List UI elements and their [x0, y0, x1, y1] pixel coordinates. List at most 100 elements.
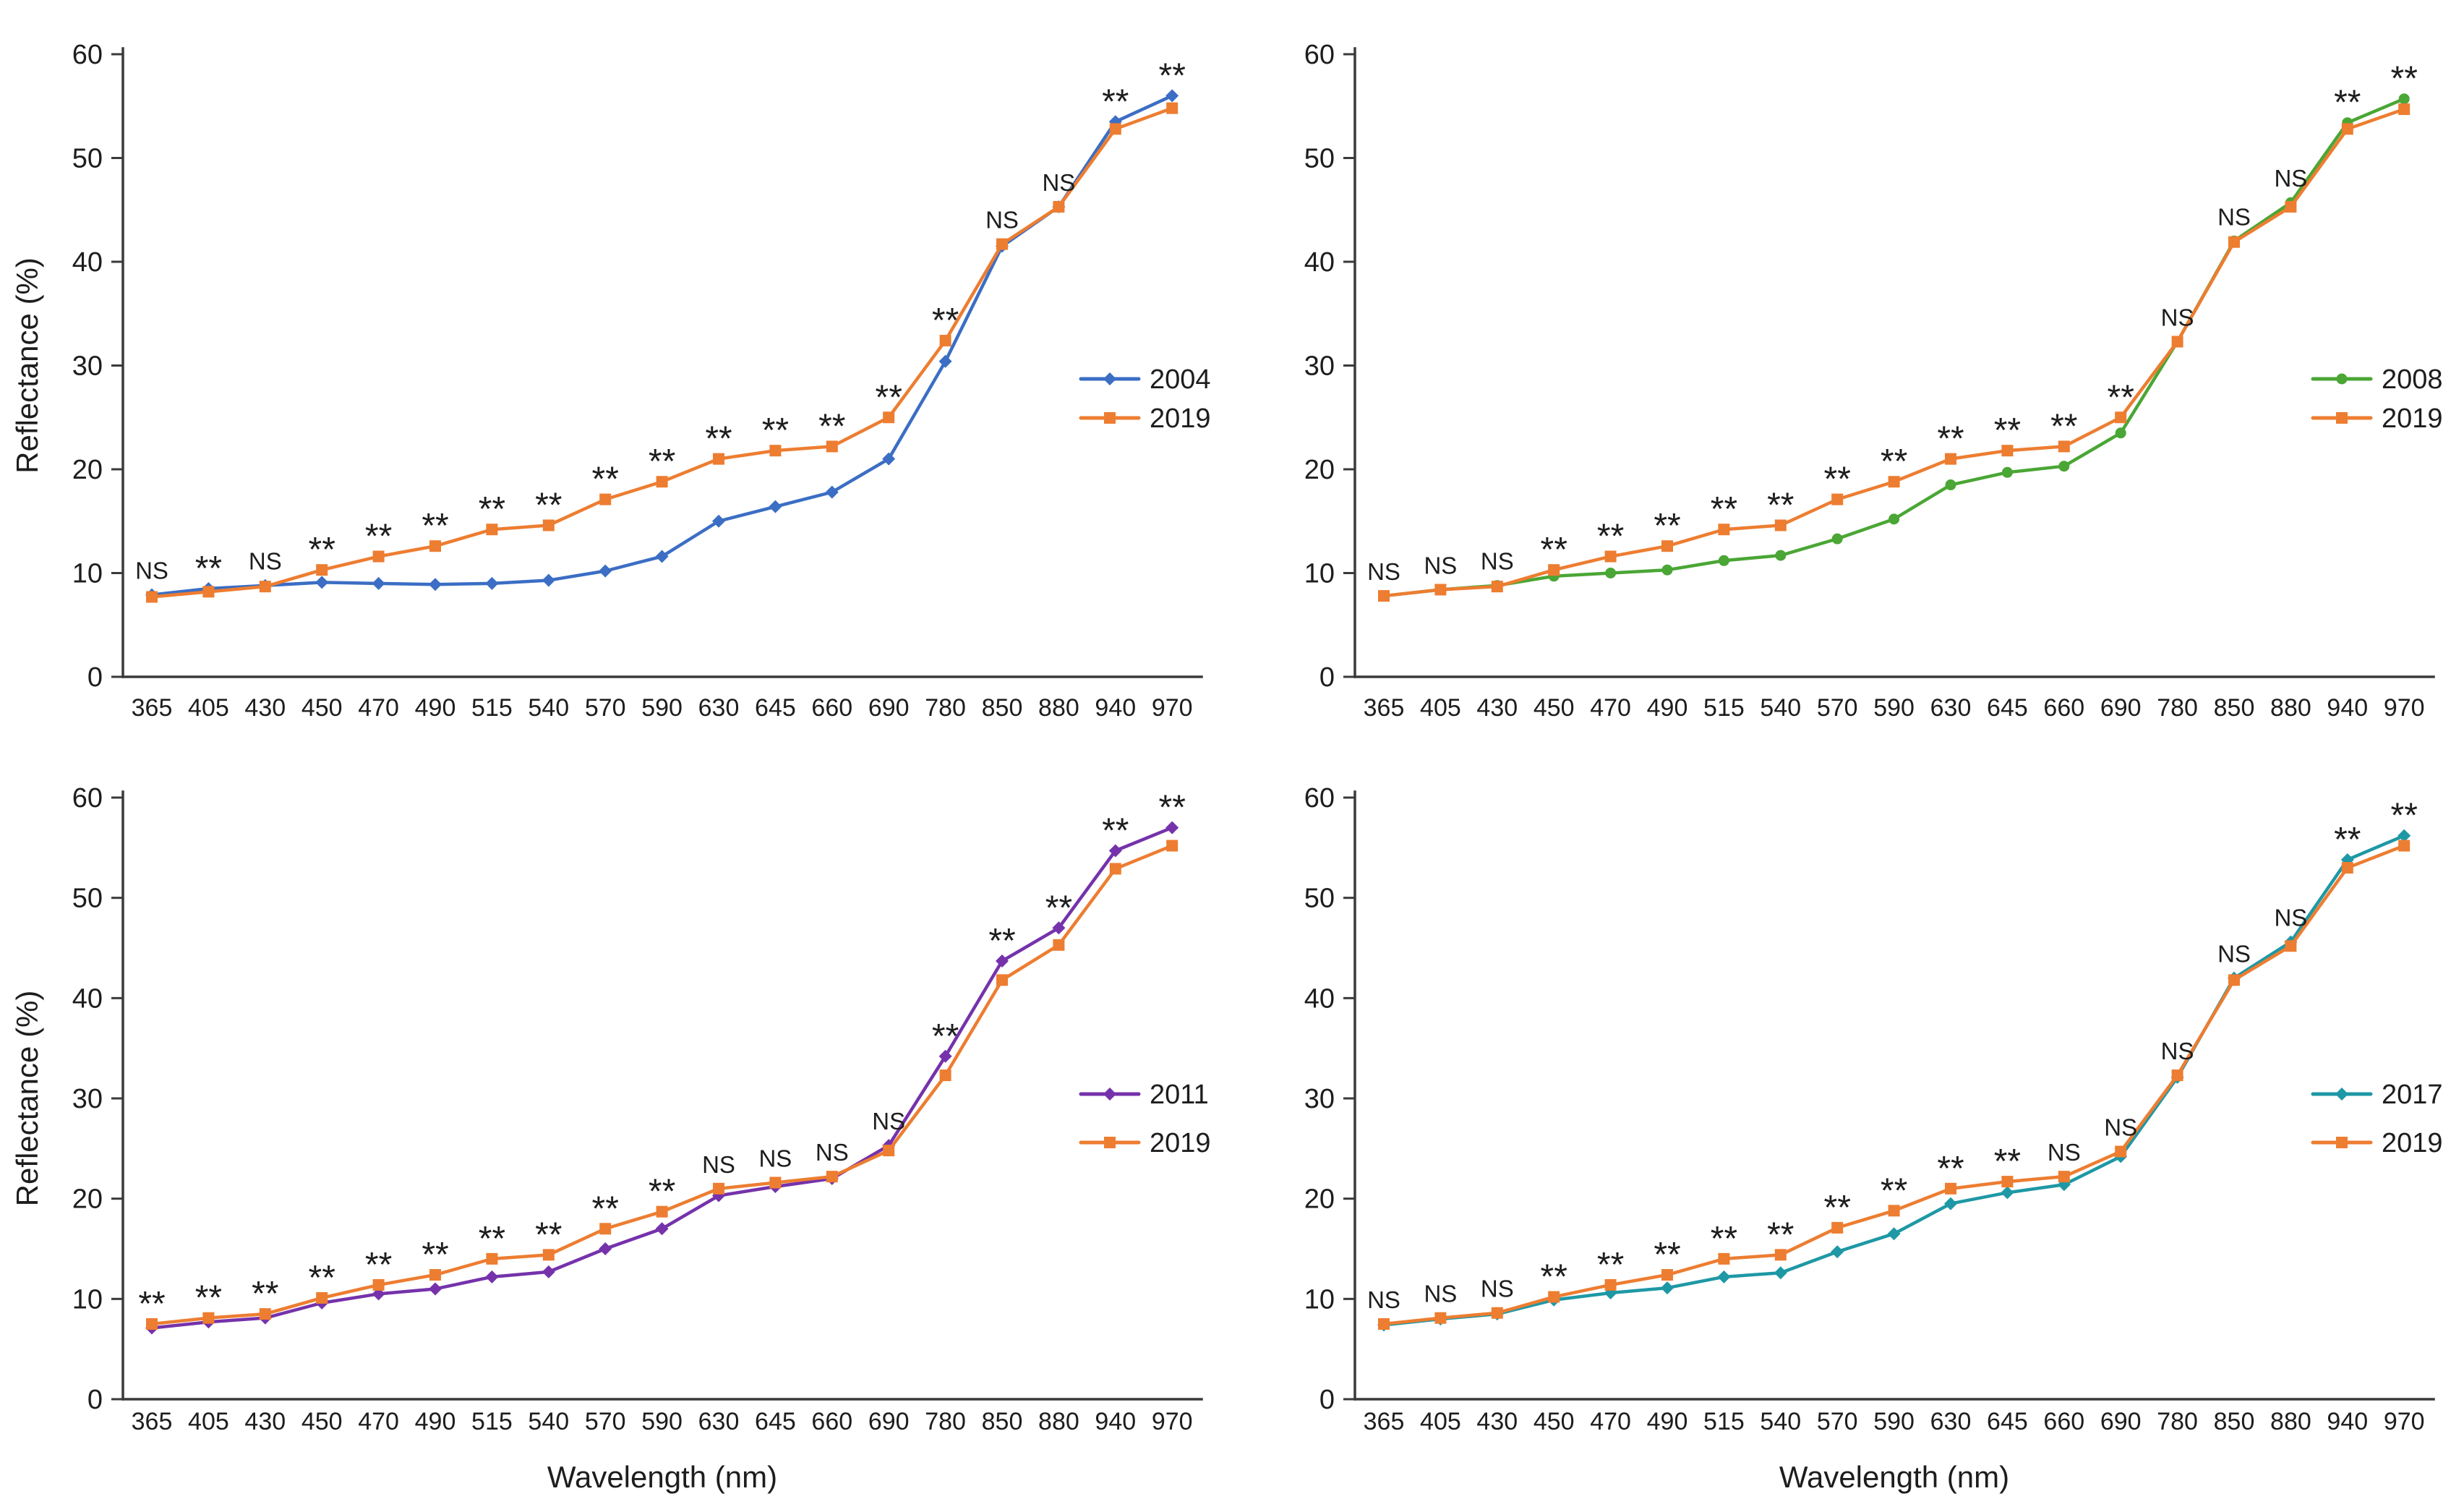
x-tick-label: 690	[2100, 1408, 2142, 1435]
significance-label: **	[2334, 821, 2361, 859]
data-point-2004	[315, 576, 329, 589]
significance-label: NS	[2104, 1114, 2137, 1140]
significance-label: **	[592, 1189, 619, 1228]
legend-item-2011: 2011	[1079, 1080, 1209, 1110]
significance-label: **	[195, 1279, 222, 1317]
x-tick-label: 590	[1873, 1408, 1915, 1435]
data-point-2008	[2115, 427, 2126, 439]
significance-label: **	[1994, 1142, 2021, 1181]
significance-label: **	[1824, 1189, 1851, 1227]
panel-bottom-right: 0 10 20 30 40 50 60 365 405 430 450 470 490 515 540 570…	[1304, 783, 2443, 1494]
y-tick-label: 30	[1304, 1084, 1335, 1114]
y-tick-label: 0	[1319, 662, 1335, 693]
significance-label: **	[2391, 797, 2418, 835]
x-tick-label: 850	[982, 694, 1023, 722]
data-point-2019	[2285, 940, 2297, 952]
data-point-2019	[146, 1318, 158, 1330]
y-tick-label: 50	[1304, 884, 1335, 914]
data-point-2019	[316, 564, 328, 576]
x-tick-label: 405	[188, 694, 229, 722]
data-point-2019	[826, 440, 838, 453]
data-point-2019	[1945, 1182, 1956, 1195]
significance-label: **	[1541, 531, 1567, 569]
data-point-2008	[1945, 479, 1956, 491]
data-point-2019	[146, 591, 158, 603]
axes	[121, 47, 1203, 678]
y-tick-label: 50	[1304, 144, 1335, 174]
y-tick-label: 30	[1304, 351, 1335, 382]
data-point-2004	[485, 576, 499, 590]
data-point-2017	[2397, 829, 2411, 842]
significance-label: NS	[2274, 165, 2307, 192]
data-point-2019	[1718, 524, 1730, 536]
significance-label: **	[479, 1220, 505, 1258]
significance-label: NS	[1367, 558, 1400, 585]
legend-marker-2019	[2336, 1137, 2348, 1148]
y-tick-label: 10	[72, 1284, 103, 1315]
significance-label: **	[195, 550, 222, 588]
data-point-2019	[2285, 200, 2297, 213]
data-point-2011	[996, 954, 1009, 968]
data-point-2011	[938, 1049, 952, 1063]
series-line-2004	[150, 94, 1174, 597]
data-point-2019	[2058, 440, 2070, 453]
data-point-2019	[826, 1171, 838, 1183]
x-tick-label: 970	[2384, 694, 2425, 722]
x-axis-labels: 365 405 430 450 470 490 515 540 570 590 630 645 660 6…	[1364, 694, 2425, 722]
x-tick-label: 880	[2270, 694, 2311, 722]
data-point-2008	[2001, 466, 2013, 478]
significance-label: NS	[1424, 1281, 1457, 1307]
significance-label: NS	[249, 548, 282, 575]
y-axis-title: Reflectance (%)	[10, 257, 44, 474]
x-tick-label: 690	[2100, 694, 2142, 722]
x-tick-label: 630	[698, 694, 740, 722]
y-tick-label: 20	[1304, 455, 1335, 485]
x-tick-label: 970	[1152, 694, 1193, 722]
significance-label: **	[705, 420, 732, 458]
x-tick-label: 880	[1038, 694, 1079, 722]
x-axis-title: Wavelength (nm)	[547, 1460, 777, 1494]
x-tick-label: 970	[2384, 1408, 2425, 1435]
x-tick-label: 570	[1817, 1408, 1858, 1435]
data-point-2019	[1166, 840, 1178, 852]
significance-label: NS	[872, 1108, 905, 1135]
significance-label: **	[422, 1236, 448, 1274]
x-tick-label: 490	[1647, 694, 1688, 722]
chart-panel-2017-vs-2019: 0 10 20 30 40 50 60 365 405 430 450 470 490 515 540 570…	[1232, 756, 2464, 1512]
series-2004	[145, 89, 1179, 602]
significance-labels: ** ** ** ** ** ** ** ** ** ** NS NS NS NS ** ** ** ** **	[138, 789, 1186, 1323]
data-point-2011	[655, 1222, 669, 1236]
data-point-2019	[259, 1308, 271, 1320]
significance-label: NS	[2217, 203, 2251, 230]
x-tick-label: 470	[358, 694, 399, 722]
x-tick-label: 570	[585, 1408, 626, 1435]
significance-label: **	[2391, 60, 2418, 98]
x-tick-label: 470	[1590, 1408, 1631, 1435]
x-tick-label: 660	[2043, 1408, 2084, 1435]
series-2011	[145, 821, 1179, 1335]
significance-label: **	[1711, 1220, 1737, 1258]
x-tick-label: 780	[2157, 1408, 2198, 1435]
data-point-2019	[656, 476, 668, 488]
x-tick-label: 940	[2327, 694, 2368, 722]
data-point-2017	[1717, 1270, 1731, 1284]
significance-label: NS	[1042, 169, 1075, 196]
x-tick-label: 940	[1095, 1408, 1136, 1435]
significance-label: **	[818, 407, 845, 445]
data-point-2019	[486, 1252, 498, 1265]
significance-label: **	[1994, 411, 2021, 450]
significance-label: NS	[1481, 1276, 1514, 1302]
data-point-2004	[825, 485, 839, 499]
legend-item-2019: 2019	[2311, 1128, 2443, 1158]
legend-item-2019: 2019	[1079, 403, 1211, 434]
x-tick-label: 590	[1873, 694, 1915, 722]
significance-label: **	[876, 378, 902, 417]
significance-labels: NS ** NS ** ** ** ** ** ** ** ** ** ** ** ** NS NS ** **	[135, 56, 1186, 588]
data-point-2008	[1831, 533, 1843, 544]
significance-label: **	[1654, 1236, 1680, 1274]
data-point-2019	[713, 1182, 724, 1195]
line-chart-2017-vs-2019: 0 10 20 30 40 50 60 365 405 430 450 470 490 515 540 570…	[1304, 783, 2443, 1494]
data-point-2019	[1661, 540, 1673, 552]
x-tick-label: 405	[1420, 694, 1461, 722]
x-tick-label: 490	[1647, 1408, 1688, 1435]
